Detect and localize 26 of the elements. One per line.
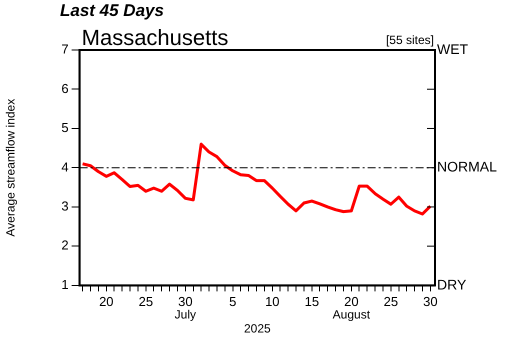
x-tick-label: 5 [229, 294, 236, 309]
y-tick-label: 6 [61, 80, 69, 96]
text: [55 sites] [386, 33, 434, 47]
chart-subtitle: Massachusetts [82, 25, 228, 50]
x-tick-label: 25 [138, 294, 154, 309]
y-tick-label: 4 [61, 159, 69, 174]
x-tick-label: 15 [304, 294, 320, 309]
text: DRY [437, 276, 467, 292]
x-tick-label: 30 [423, 294, 438, 309]
y-tick-label: 7 [61, 42, 69, 57]
chart-title: Last 45 Days [60, 1, 164, 20]
y-tick-label: 3 [61, 198, 69, 214]
x-tick-label: 20 [99, 294, 114, 309]
x-axis-title: 2025 [244, 321, 271, 336]
y-tick-label: 5 [61, 120, 69, 136]
text: WET [437, 40, 469, 57]
y-axis-title: Average streamflow index [4, 98, 18, 237]
text: August [332, 307, 371, 322]
x-tick-label: 30 [178, 294, 193, 309]
x-tick-label: 10 [265, 294, 280, 309]
text: July [174, 307, 196, 322]
x-tick-label: 25 [384, 294, 398, 309]
x-tick-label: 20 [344, 294, 359, 309]
y-tick-label: 1 [61, 276, 69, 292]
y-tick-label: 2 [61, 238, 69, 253]
ref-line-label: NORMAL [437, 158, 498, 175]
